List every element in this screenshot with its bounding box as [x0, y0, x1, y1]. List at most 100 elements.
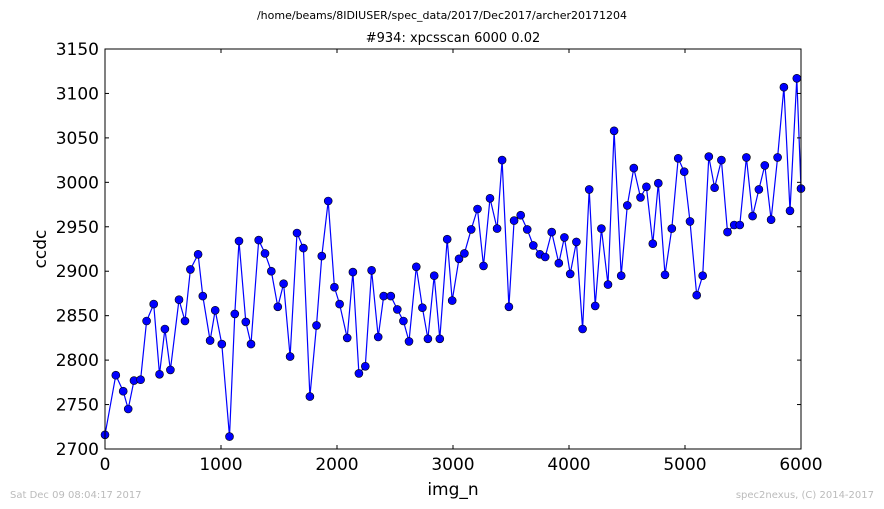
data-point	[323, 196, 333, 206]
data-point	[160, 324, 170, 334]
data-point	[136, 375, 145, 385]
data-point	[454, 254, 464, 264]
data-point	[285, 352, 295, 361]
data-point	[186, 265, 195, 274]
data-point	[335, 299, 344, 309]
y-tick-label: 3050	[56, 129, 99, 149]
data-point	[305, 392, 315, 401]
data-point	[692, 290, 702, 300]
data-point	[622, 201, 632, 210]
data-point	[616, 271, 626, 281]
data-point	[766, 215, 776, 224]
y-tick-label: 3100	[56, 84, 99, 104]
data-point	[234, 236, 244, 246]
data-point	[279, 279, 288, 289]
data-point	[660, 270, 670, 280]
data-point	[118, 386, 128, 396]
data-point	[698, 271, 708, 281]
data-point	[648, 239, 658, 248]
data-point	[330, 282, 339, 292]
data-point	[423, 334, 433, 344]
data-point	[629, 163, 639, 173]
x-axis-label: img_n	[427, 480, 478, 500]
series-line	[104, 78, 802, 437]
data-point	[578, 324, 587, 334]
data-point	[241, 317, 251, 327]
data-point	[399, 316, 408, 326]
data-point	[516, 210, 526, 220]
plot-frame	[104, 48, 802, 450]
data-point	[193, 250, 203, 259]
data-point	[230, 309, 240, 319]
y-tick-label: 2750	[56, 396, 99, 416]
x-tick-label: 1000	[199, 455, 242, 475]
data-point	[748, 211, 757, 221]
data-point	[710, 183, 719, 192]
x-tick-label: 5000	[663, 455, 706, 475]
data-point	[111, 370, 121, 380]
data-point	[392, 305, 402, 314]
data-point	[210, 305, 220, 315]
data-point	[667, 224, 677, 233]
x-tick-label: 0	[100, 455, 111, 475]
data-point	[760, 161, 770, 170]
data-point	[540, 252, 550, 262]
timestamp-footer: Sat Dec 09 08:04:17 2017	[10, 490, 142, 501]
data-point	[225, 432, 234, 441]
data-point	[266, 266, 276, 276]
chart-title: #934: xpcsscan 6000 0.02	[366, 31, 541, 46]
data-point	[597, 224, 606, 233]
x-tick-label: 6000	[779, 455, 822, 475]
data-point	[217, 339, 227, 349]
y-axis-label: ccdc	[31, 230, 51, 269]
data-point	[742, 153, 751, 162]
data-point	[642, 182, 651, 192]
data-point	[547, 227, 557, 237]
y-tick-label: 2850	[56, 307, 99, 327]
data-point	[205, 336, 215, 345]
data-point	[386, 291, 396, 301]
data-point	[292, 228, 302, 238]
data-point	[685, 217, 695, 226]
data-point	[492, 224, 502, 233]
data-point	[198, 291, 208, 301]
x-tick-label: 3000	[431, 455, 474, 475]
data-point	[174, 295, 184, 305]
plot-area: 0 1000 2000 3000 4000 5000 6000 2700 2750 2800 285…	[56, 40, 823, 475]
data-point	[166, 365, 175, 375]
data-point	[779, 82, 789, 92]
data-point	[404, 337, 414, 346]
data-point	[603, 280, 613, 289]
data-point	[485, 194, 495, 203]
data-point	[636, 193, 645, 202]
data-point	[704, 152, 714, 161]
data-point	[155, 369, 164, 379]
data-point	[565, 269, 575, 279]
data-point	[447, 296, 457, 305]
data-point	[473, 204, 482, 214]
data-point	[354, 369, 364, 378]
data-point	[497, 155, 507, 165]
data-point	[785, 206, 795, 216]
data-point	[522, 225, 532, 234]
data-point	[442, 234, 452, 244]
data-point	[254, 235, 264, 245]
file-path-header: /home/beams/8IDIUSER/spec_data/2017/Dec2…	[257, 9, 627, 22]
data-point	[360, 361, 370, 371]
data-point	[348, 267, 358, 277]
data-point	[673, 154, 683, 163]
data-point	[528, 241, 538, 250]
data-point	[429, 271, 439, 281]
data-point	[479, 261, 488, 271]
data-point	[504, 302, 514, 312]
data-point	[123, 404, 133, 414]
data-point	[653, 178, 663, 188]
y-tick-label: 2700	[56, 440, 99, 460]
ticks-layer: 0 1000 2000 3000 4000 5000 6000 2700 2750 2800 285…	[56, 40, 823, 475]
data-point	[572, 237, 581, 247]
credit-footer: spec2nexus, (C) 2014-2017	[736, 490, 874, 501]
data-point	[754, 185, 764, 194]
y-tick-label: 3150	[56, 40, 99, 60]
data-point	[418, 303, 427, 313]
data-point	[180, 316, 190, 326]
